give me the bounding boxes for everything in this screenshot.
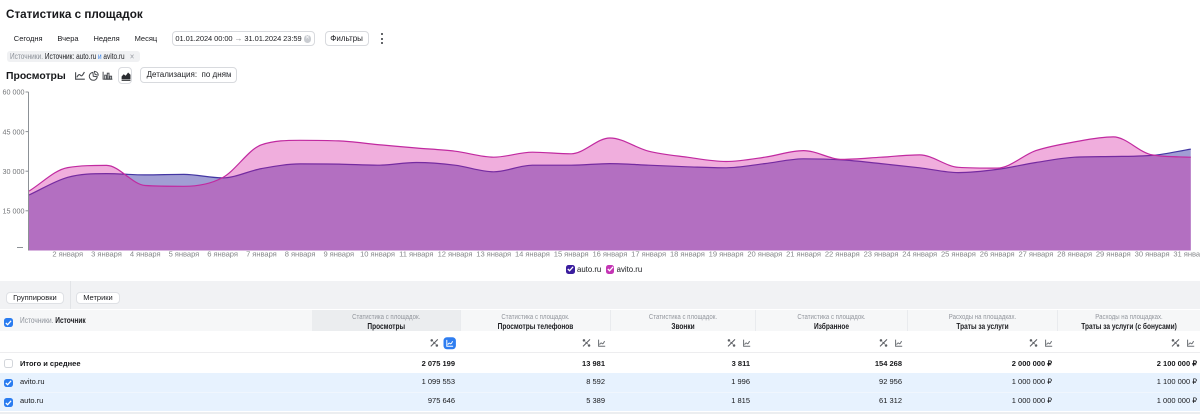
- svg-text:25 января: 25 января: [941, 249, 976, 258]
- svg-text:6 января: 6 января: [207, 249, 238, 258]
- svg-text:11 января: 11 января: [399, 249, 433, 258]
- svg-text:13 января: 13 января: [476, 249, 511, 258]
- svg-text:18 января: 18 января: [670, 249, 705, 258]
- svg-text:30 000: 30 000: [3, 167, 25, 176]
- svg-text:4 января: 4 января: [130, 249, 161, 258]
- svg-text:10 января: 10 января: [360, 249, 395, 258]
- svg-text:3 января: 3 января: [91, 249, 122, 258]
- svg-text:19 января: 19 января: [709, 249, 744, 258]
- svg-text:8 января: 8 января: [285, 249, 316, 258]
- svg-text:31 января: 31 января: [1173, 249, 1200, 258]
- svg-text:17 января: 17 января: [631, 249, 666, 258]
- svg-text:21 января: 21 января: [786, 249, 821, 258]
- svg-text:15 000: 15 000: [3, 207, 25, 216]
- svg-text:60 000: 60 000: [3, 88, 25, 97]
- svg-text:5 января: 5 января: [169, 249, 200, 258]
- svg-text:15 января: 15 января: [554, 249, 589, 258]
- svg-text:14 января: 14 января: [515, 249, 550, 258]
- svg-text:28 января: 28 января: [1057, 249, 1092, 258]
- svg-text:9 января: 9 января: [323, 249, 354, 258]
- svg-text:26 января: 26 января: [980, 249, 1015, 258]
- svg-text:30 января: 30 января: [1135, 249, 1170, 258]
- svg-text:16 января: 16 января: [592, 249, 627, 258]
- svg-text:12 января: 12 января: [438, 249, 473, 258]
- svg-text:20 января: 20 января: [747, 249, 782, 258]
- svg-text:29 января: 29 января: [1096, 249, 1131, 258]
- svg-text:24 января: 24 января: [902, 249, 937, 258]
- svg-text:27 января: 27 января: [1018, 249, 1053, 258]
- svg-text:7 января: 7 января: [246, 249, 277, 258]
- svg-text:23 января: 23 января: [864, 249, 899, 258]
- svg-text:45 000: 45 000: [3, 127, 25, 136]
- svg-text:22 января: 22 января: [825, 249, 860, 258]
- svg-text:2 января: 2 января: [52, 249, 83, 258]
